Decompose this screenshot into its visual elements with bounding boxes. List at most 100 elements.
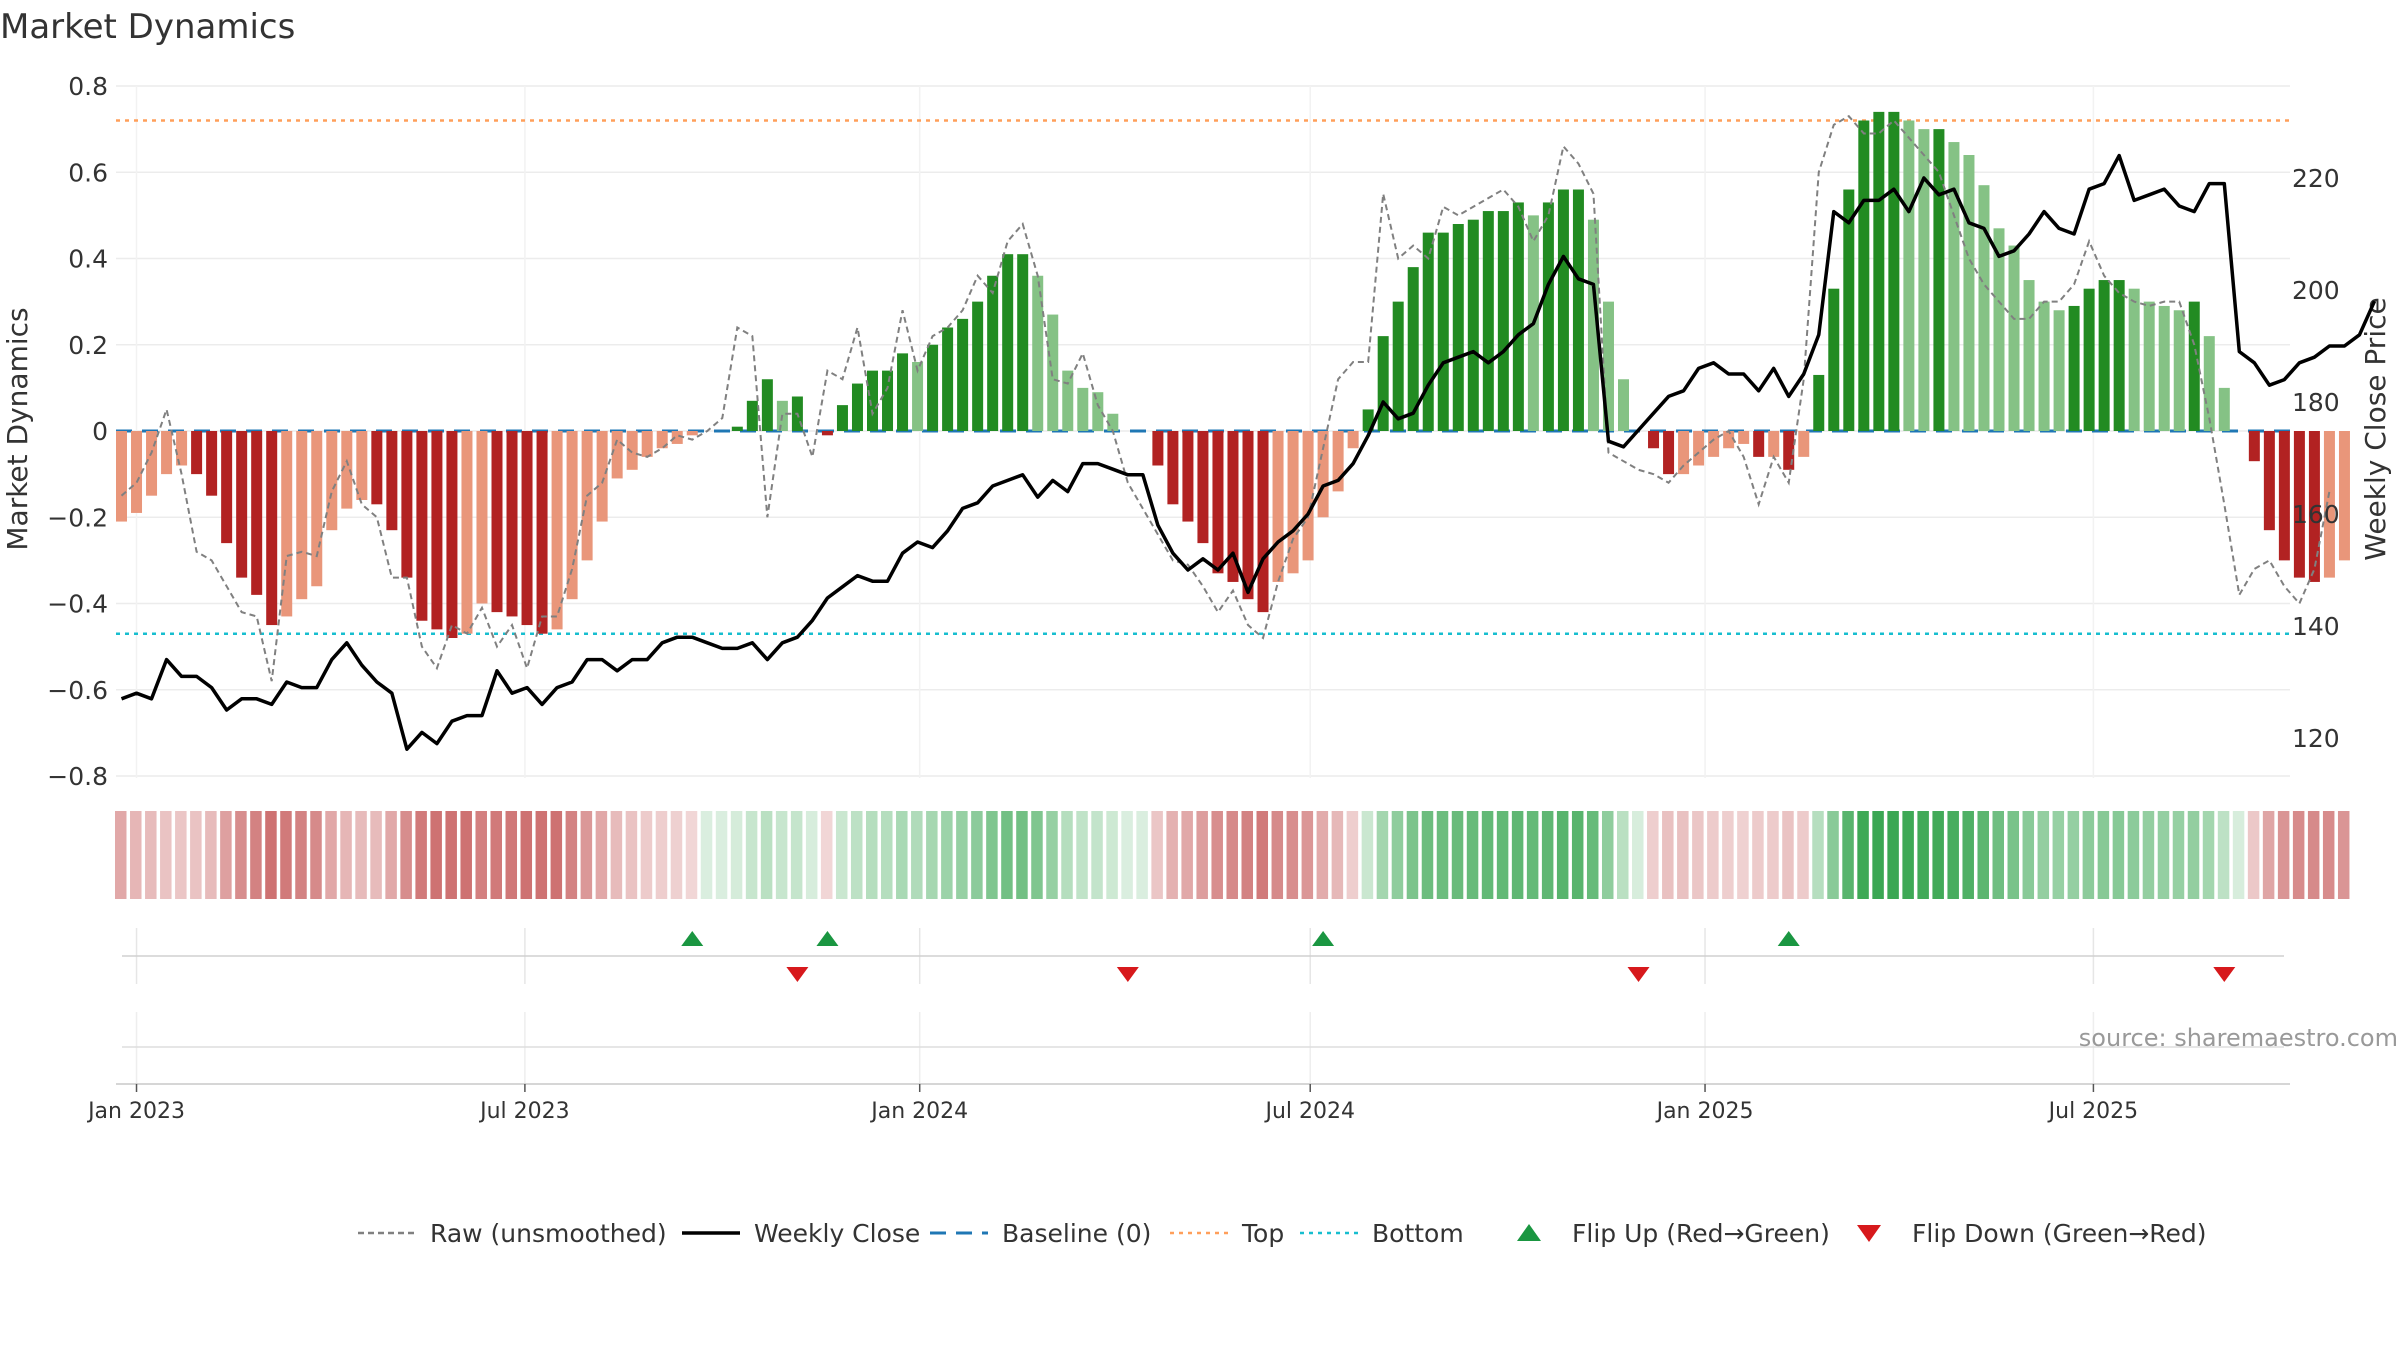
regime-strip-cell	[250, 811, 262, 899]
weekly-close-line	[120, 153, 2377, 751]
y2-tick-label: 200	[2292, 276, 2340, 305]
md-bar	[2038, 301, 2050, 431]
regime-strip-cell	[1076, 811, 1088, 899]
regime-strip-cell	[2097, 811, 2110, 899]
legend-label: Baseline (0)	[1002, 1219, 1151, 1248]
md-bar	[1978, 185, 1990, 431]
md-bar	[897, 353, 909, 431]
regime-strip-cell	[1677, 811, 1689, 899]
md-bar	[1092, 392, 1104, 431]
md-bar	[1693, 431, 1705, 466]
md-bar	[1242, 431, 1254, 600]
md-bar	[1032, 275, 1044, 431]
md-bar	[867, 370, 878, 431]
md-bar	[461, 431, 473, 634]
source-note: source: sharemaestro.com	[2079, 1024, 2398, 1052]
regime-strip-cell	[175, 811, 187, 899]
regime-strip-cell	[835, 811, 848, 899]
regime-strip-cell	[265, 811, 277, 899]
regime-strip-cell	[580, 811, 593, 899]
regime-strip-cell	[1121, 811, 1133, 899]
regime-strip-cell	[745, 811, 758, 899]
md-bar	[1542, 202, 1554, 431]
regime-strip-cell	[1617, 811, 1629, 899]
regime-strip-cell	[2127, 811, 2140, 899]
md-bar	[1723, 431, 1735, 449]
md-bar	[221, 431, 233, 544]
x-tick-label: Jul 2024	[1263, 1099, 1355, 1124]
regime-strip-cell	[760, 811, 773, 899]
regime-strip-cell	[1872, 811, 1884, 899]
regime-strip-cell	[355, 811, 367, 899]
regime-strip-cell	[2217, 811, 2230, 899]
y2-axis-ticks: 220 200 180 160 140 120	[2292, 164, 2340, 753]
legend: Raw (unsmoothed) Weekly Close Baseline (0)…	[358, 1219, 2207, 1248]
regime-strip-cell	[1797, 811, 1809, 899]
md-bar	[882, 370, 894, 431]
regime-strip-cell	[2142, 811, 2155, 899]
regime-strip-cell	[1932, 811, 1944, 899]
regime-strip-cell	[2022, 811, 2035, 899]
md-bar	[1873, 111, 1885, 431]
md-bar	[2053, 310, 2065, 431]
y-axis-ticks: 0.8 0.6 0.4 0.2 0 −0.2 −0.4 −0.6 −0.8	[47, 72, 108, 791]
md-bar	[942, 327, 954, 431]
md-bar	[2203, 336, 2215, 431]
regime-strip-cell	[896, 811, 908, 899]
regime-strip-cell	[1181, 811, 1193, 899]
regime-strip-cell	[700, 811, 713, 899]
regime-strip-cell	[866, 811, 878, 899]
regime-strip-cell	[295, 811, 307, 899]
regime-strip-cell	[2067, 811, 2080, 899]
regime-strip-cell	[1436, 811, 1449, 899]
md-bar	[341, 431, 353, 509]
regime-strip-cell	[1031, 811, 1043, 899]
md-bar	[1828, 288, 1840, 431]
regime-strip-cell	[1992, 811, 2004, 899]
regime-strip-cell	[2172, 811, 2185, 899]
regime-strip-cell	[310, 811, 322, 899]
regime-strip-cell	[805, 811, 818, 899]
md-bar	[1467, 219, 1479, 431]
md-bar	[1422, 232, 1434, 431]
regime-strip-cell	[1136, 811, 1148, 899]
regime-strip-cell	[2337, 811, 2350, 899]
regime-strip-cell	[325, 811, 337, 899]
md-bar	[972, 301, 984, 431]
regime-strip-cell	[941, 811, 953, 899]
regime-strip-cell	[1451, 811, 1464, 899]
legend-label: Flip Up (Red→Green)	[1572, 1219, 1830, 1248]
flip-markers-panel	[122, 928, 2284, 984]
md-bar	[386, 431, 398, 531]
md-bar	[2098, 280, 2110, 431]
md-bar	[1212, 431, 1224, 574]
md-bar	[191, 431, 203, 475]
regime-strip-cell	[1406, 811, 1419, 899]
md-bar	[416, 431, 428, 621]
regime-strip-cell	[850, 811, 863, 899]
regime-strip-cell	[1271, 811, 1284, 899]
y2-tick-label: 120	[2292, 724, 2340, 753]
md-bar	[251, 431, 263, 595]
raw-unsmoothed-line	[120, 114, 2331, 682]
regime-strip-cell	[2187, 811, 2200, 899]
flip-down-marker	[1627, 967, 1650, 982]
md-bar	[1648, 431, 1660, 449]
regime-strip-cell	[430, 811, 442, 899]
regime-strip-cell	[1767, 811, 1779, 899]
legend-item: Flip Up (Red→Green)	[1517, 1219, 1830, 1248]
weekly-close-series	[120, 153, 2377, 751]
md-bar	[356, 431, 368, 500]
regime-strip-cell	[1346, 811, 1359, 899]
legend-label: Flip Down (Green→Red)	[1912, 1219, 2207, 1248]
regime-strip-cell	[280, 811, 292, 899]
legend-label: Bottom	[1372, 1219, 1464, 1248]
md-bar	[1903, 120, 1915, 431]
md-bar	[1332, 431, 1344, 492]
md-bar	[1257, 431, 1269, 613]
md-bar	[1317, 431, 1329, 518]
y-tick-label: 0.8	[68, 72, 108, 101]
md-bar	[1587, 219, 1599, 431]
md-bar	[1002, 254, 1014, 431]
flip-up-marker	[816, 931, 839, 946]
